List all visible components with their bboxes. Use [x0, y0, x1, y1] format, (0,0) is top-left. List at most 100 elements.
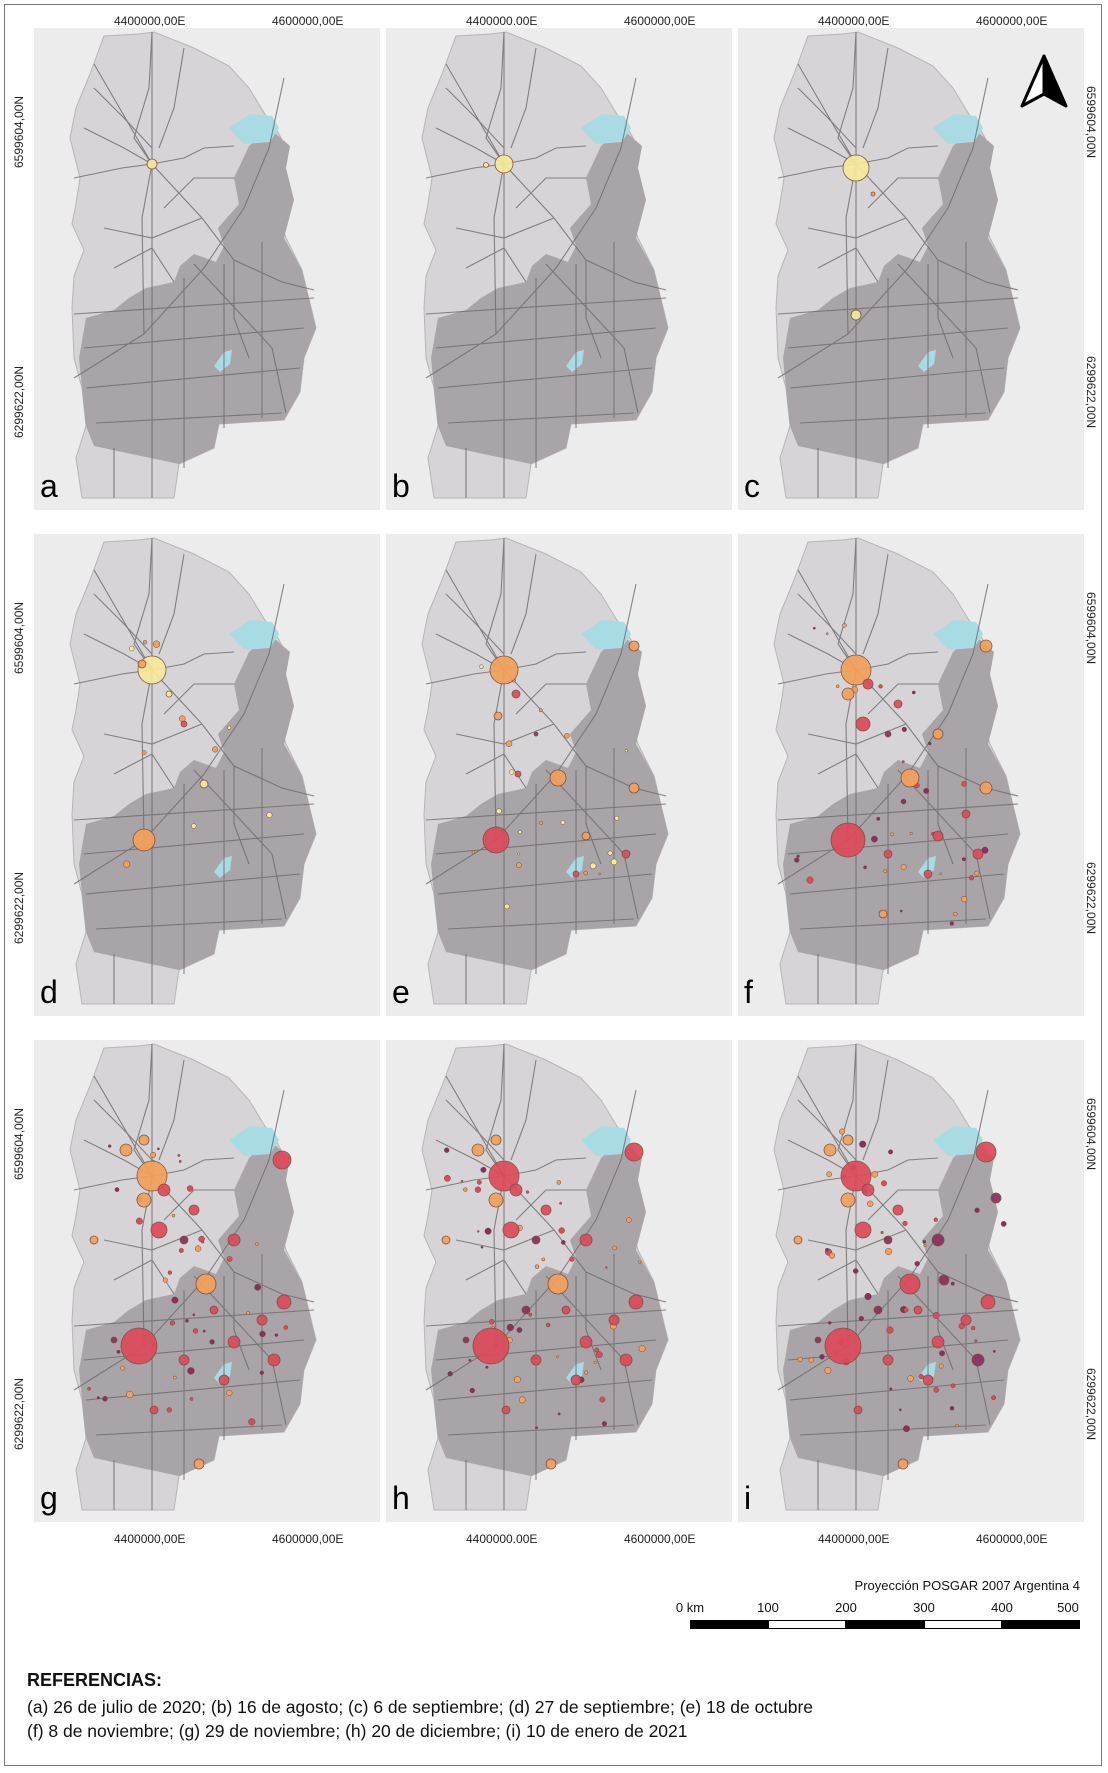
- case-circle: [971, 1353, 985, 1367]
- case-dot: [596, 1351, 603, 1359]
- y-coord-right-south: 6299622,00N: [1084, 356, 1098, 429]
- case-dot: [886, 1326, 894, 1334]
- case-dot: [827, 1321, 832, 1325]
- road: [133, 31, 153, 165]
- case-dot: [255, 1242, 259, 1246]
- road: [789, 367, 1005, 389]
- scale-bar: 0 km 100 200 300 400 500: [676, 1600, 1080, 1634]
- case-dot: [171, 1296, 179, 1304]
- case-circle: [89, 1235, 99, 1245]
- southern-zone: [79, 1140, 316, 1476]
- case-dot: [185, 1318, 189, 1323]
- road: [141, 669, 153, 841]
- map-svg: [386, 28, 732, 510]
- road: [113, 1259, 175, 1295]
- road: [425, 1309, 667, 1327]
- road: [777, 651, 939, 685]
- case-circles: [842, 154, 876, 321]
- case-circles: [793, 1128, 1007, 1470]
- road: [585, 766, 602, 865]
- case-dot: [598, 872, 601, 876]
- road: [447, 1424, 635, 1436]
- road: [85, 1379, 301, 1401]
- road: [787, 327, 1009, 349]
- scale-segment: [924, 1620, 1002, 1629]
- case-dot: [484, 1227, 492, 1235]
- case-circle: [824, 1327, 862, 1365]
- y-coord-left-south: 6299622,00N: [12, 365, 26, 438]
- scale-segment: [846, 1620, 924, 1629]
- road: [425, 297, 667, 315]
- case-dot: [903, 1425, 910, 1433]
- case-circle: [110, 1336, 118, 1344]
- case-circle: [441, 1235, 451, 1245]
- road: [485, 31, 505, 165]
- scale-segment: [690, 1620, 768, 1629]
- case-circle: [883, 1235, 893, 1245]
- road: [85, 873, 301, 895]
- road: [465, 1259, 527, 1295]
- road: [787, 833, 1009, 855]
- lake-small: [214, 856, 232, 878]
- case-dot: [950, 1383, 956, 1389]
- map-panel-i: i: [738, 1040, 1084, 1522]
- case-dot: [120, 1365, 126, 1371]
- lake-mar-chiquita: [933, 114, 983, 144]
- case-dot: [209, 1339, 215, 1345]
- case-dot: [960, 895, 968, 903]
- case-dot: [152, 640, 161, 648]
- case-circles: [123, 640, 273, 868]
- y-coord-right-north: 6599604,00N: [1084, 86, 1098, 159]
- map-panel-a: a: [34, 28, 380, 510]
- case-dot: [539, 821, 543, 825]
- case-dot: [254, 1283, 262, 1291]
- case-circle: [932, 728, 944, 740]
- case-circle: [841, 687, 855, 701]
- case-circle: [482, 826, 510, 854]
- case-dot: [189, 1397, 194, 1401]
- case-dot: [274, 1333, 279, 1337]
- case-dot: [955, 1423, 959, 1428]
- road: [93, 87, 153, 149]
- lake-mar-chiquita: [229, 114, 279, 144]
- lake-mar-chiquita: [229, 620, 279, 650]
- case-dot: [867, 1200, 874, 1207]
- road: [485, 537, 505, 671]
- case-dot: [626, 1217, 632, 1223]
- x-coord-bottom-west: 4400000,00E: [114, 1532, 186, 1546]
- road-network: [777, 31, 1019, 498]
- case-dot: [178, 1248, 184, 1253]
- case-circle: [579, 1335, 593, 1349]
- case-dot: [589, 862, 597, 870]
- road: [113, 247, 175, 283]
- road: [862, 1059, 889, 1161]
- case-dot: [541, 1257, 546, 1262]
- case-dot: [888, 1149, 894, 1155]
- case-dot: [938, 1363, 944, 1369]
- road: [797, 593, 857, 655]
- case-circle: [624, 1142, 644, 1162]
- case-dot: [900, 864, 907, 871]
- case-circle: [267, 1353, 281, 1367]
- road: [862, 47, 889, 149]
- case-circle: [545, 1458, 557, 1470]
- case-circles: [146, 158, 158, 170]
- case-dot: [476, 1179, 482, 1185]
- case-dot: [192, 1313, 196, 1317]
- road: [73, 651, 235, 685]
- road-network: [777, 1043, 1019, 1510]
- case-dot: [558, 1227, 565, 1234]
- road: [445, 87, 505, 149]
- case-circle: [227, 1233, 241, 1247]
- road: [233, 1272, 250, 1371]
- case-dot: [584, 1370, 589, 1375]
- case-circle: [938, 1274, 950, 1286]
- case-circle: [628, 640, 640, 652]
- road: [193, 769, 287, 920]
- road: [867, 177, 938, 209]
- case-dot: [556, 1355, 559, 1359]
- lake-mar-chiquita: [933, 620, 983, 650]
- case-dot: [961, 857, 966, 862]
- case-circle: [502, 1221, 520, 1239]
- case-circle: [900, 768, 920, 788]
